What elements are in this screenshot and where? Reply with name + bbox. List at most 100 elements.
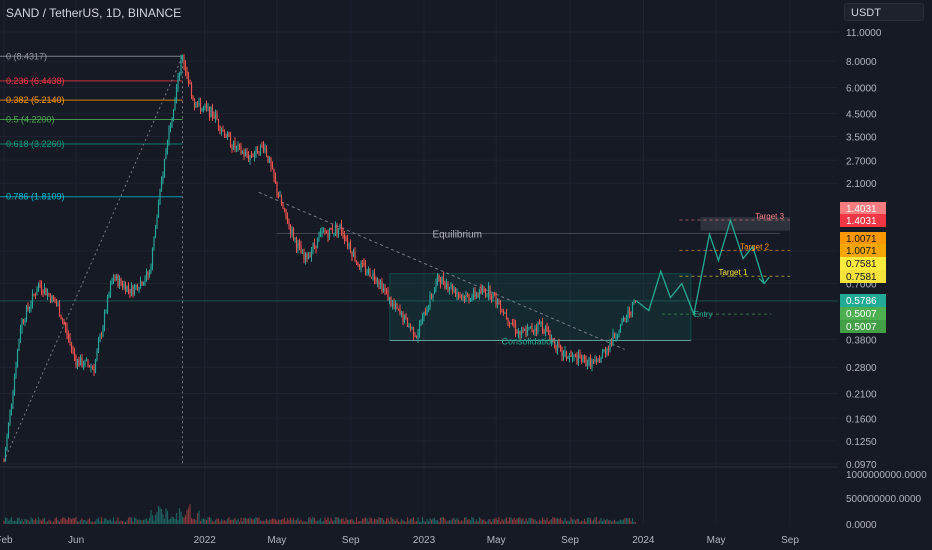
volume-bar: [15, 520, 17, 524]
volume-bar: [283, 517, 286, 524]
x-tick-label: Sep: [561, 535, 579, 546]
volume-bar: [382, 519, 385, 524]
volume-bar: [178, 508, 181, 524]
candle-body: [451, 284, 454, 292]
candle-body: [130, 286, 133, 294]
volume-bar: [427, 521, 430, 524]
volume-bar: [84, 519, 86, 524]
fib-level-label: 0.382 (5.2140): [6, 95, 65, 105]
candle-body: [540, 322, 542, 325]
volume-bar: [289, 517, 292, 524]
volume-bar: [10, 517, 13, 524]
volume-bar: [589, 518, 592, 524]
candle-body: [529, 326, 532, 328]
candle-body: [468, 295, 470, 301]
volume-bar: [352, 520, 355, 524]
candle-body: [585, 357, 587, 366]
candle-body: [432, 294, 434, 298]
volume-bar: [28, 521, 31, 524]
candle-body: [223, 129, 226, 137]
volume-bar: [381, 518, 383, 524]
candle-body: [549, 334, 551, 342]
candle-body: [66, 327, 68, 335]
candle-body: [607, 349, 610, 351]
candle-body: [280, 195, 283, 206]
volume-bar: [586, 517, 589, 524]
candle-body: [18, 340, 20, 351]
volume-bar: [592, 519, 595, 524]
fib-level-label: 0.5 (4.2200): [6, 114, 55, 124]
volume-bar: [577, 518, 580, 524]
candle-body: [361, 263, 364, 265]
candle-body: [304, 253, 307, 260]
candle-body: [586, 363, 589, 366]
volume-bar: [162, 514, 164, 524]
volume-bar: [156, 512, 158, 524]
candle-body: [435, 281, 437, 289]
volume-bar: [249, 517, 251, 524]
volume-bar: [13, 520, 16, 524]
volume-bar: [91, 521, 94, 524]
candle-body: [133, 286, 136, 295]
x-tick-label: May: [487, 535, 506, 546]
volume-bar: [195, 519, 197, 524]
currency-select[interactable]: USDT: [844, 3, 924, 21]
volume-bar: [148, 517, 151, 524]
candle-body: [328, 228, 331, 238]
volume-bar: [190, 518, 193, 524]
volume-bar: [403, 521, 406, 524]
candle-body: [51, 295, 53, 302]
consolidation-zone: [389, 273, 692, 342]
candle-body: [589, 357, 592, 368]
candle-body: [513, 323, 515, 325]
candle-body: [631, 302, 634, 315]
volume-bar: [262, 520, 265, 524]
candle-body: [147, 272, 149, 276]
volume-bar: [595, 517, 598, 524]
volume-bar: [78, 521, 80, 524]
volume-bar: [19, 520, 22, 524]
entry-label: Entry: [694, 310, 713, 319]
volume-bar: [309, 517, 311, 524]
candle-body: [516, 331, 518, 334]
candle-body: [148, 271, 151, 276]
candle-body: [207, 106, 209, 108]
candle-body: [76, 359, 79, 366]
volume-bar: [186, 510, 188, 524]
candle-body: [255, 146, 257, 154]
volume-bar: [406, 517, 409, 524]
candle-body: [370, 277, 373, 279]
y-tick-label: 11.0000: [846, 28, 882, 39]
candle-body: [414, 335, 416, 337]
volume-bar: [192, 519, 194, 524]
volume-bar: [420, 521, 422, 524]
volume-bar: [163, 518, 166, 524]
candle-body: [583, 355, 586, 358]
volume-bar: [561, 520, 563, 524]
candle-body: [162, 175, 164, 182]
candle-body: [274, 177, 277, 183]
candle-body: [634, 301, 637, 303]
volume-bar: [96, 518, 98, 524]
volume-bar: [42, 518, 44, 524]
candle-body: [115, 275, 118, 280]
volume-bar: [555, 518, 557, 524]
candle-body: [150, 266, 152, 272]
candle-body: [180, 59, 182, 75]
candle-body: [547, 329, 550, 335]
candle-body: [202, 106, 205, 109]
candle-body: [564, 351, 566, 353]
price-badge: [840, 232, 886, 245]
candle-body: [277, 192, 280, 197]
volume-bar: [543, 519, 545, 524]
candle-body: [618, 332, 620, 337]
volume-bar: [276, 520, 278, 524]
volume-bar: [135, 518, 137, 524]
candle-body: [613, 333, 616, 338]
volume-bar: [367, 521, 370, 524]
candle-body: [481, 289, 484, 294]
candle-body: [210, 107, 212, 118]
candle-body: [276, 182, 278, 193]
candle-body: [463, 295, 466, 302]
